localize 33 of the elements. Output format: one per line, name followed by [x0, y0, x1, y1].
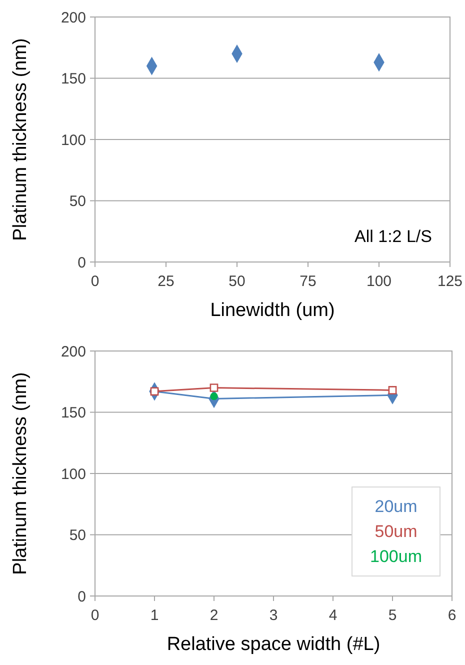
point: [388, 386, 397, 394]
y-tick-label: 50: [69, 527, 86, 544]
y-tick-label: 100: [60, 132, 86, 149]
x-axis-title: Relative space width (#L): [166, 634, 380, 655]
x-tick-label: 1: [150, 607, 159, 624]
x-tick-label: 100: [366, 273, 392, 290]
x-tick-label: 0: [90, 607, 100, 624]
annotation: All 1:2 L/S: [354, 227, 432, 246]
text: 50um: [374, 522, 418, 541]
x-tick-label: 75: [300, 273, 316, 290]
y-tick-label: 0: [78, 588, 86, 606]
text: 100um: [370, 547, 422, 566]
x-tick-label: 50: [228, 273, 246, 290]
y-tick-label: 100: [60, 466, 86, 483]
x-tick-label: 0: [90, 273, 100, 290]
y-tick-label: 150: [60, 404, 86, 422]
y-axis-title: Platinum thickness (nm): [10, 38, 31, 241]
x-tick-label: 5: [388, 607, 397, 624]
x-tick-label: 2: [210, 607, 218, 624]
y-axis-title: Platinum thickness (nm): [10, 372, 31, 575]
x-tick-label: 4: [328, 607, 338, 624]
x-tick-label: 6: [448, 607, 456, 624]
point: [210, 384, 218, 392]
y-tick-label: 200: [60, 343, 86, 360]
x-axis-title: Linewidth (um): [210, 300, 335, 321]
y-tick-label: 200: [60, 9, 86, 26]
text: 20um: [374, 497, 418, 516]
y-tick-label: 150: [60, 70, 86, 88]
y-tick-label: 0: [78, 254, 86, 272]
x-tick-label: 125: [437, 273, 463, 290]
y-tick-label: 50: [69, 193, 86, 210]
x-tick-label: 25: [158, 273, 174, 290]
x-tick-label: 3: [269, 607, 278, 624]
